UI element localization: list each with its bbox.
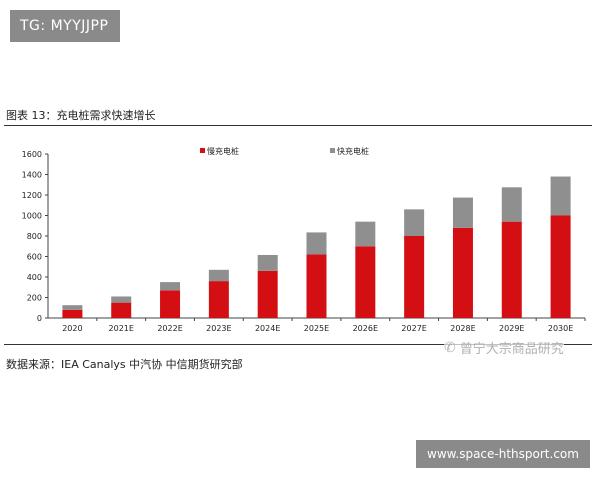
x-tick-label: 2027E: [401, 324, 426, 333]
legend-label: 慢充电桩: [207, 146, 239, 156]
legend-swatch: [330, 148, 335, 153]
wechat-watermark: ✆ 曾宁大宗商品研究: [444, 338, 564, 357]
x-tick-label: 2024E: [255, 324, 280, 333]
x-tick-label: 2023E: [206, 324, 231, 333]
x-tick-label: 2030E: [548, 324, 573, 333]
bar-fast-charge: [404, 209, 425, 236]
x-tick-label: 2021E: [109, 324, 134, 333]
bar-slow-charge: [404, 236, 425, 318]
figure-source: 数据来源：IEA Canalys 中汽协 中信期货研究部: [6, 358, 243, 371]
y-tick-label: 600: [27, 253, 42, 262]
chart-axes: 0 200 400 600 800 1000 1200 1400 1600 2020 2021E 20…: [22, 150, 586, 333]
bar-fast-charge: [160, 282, 181, 291]
bar-fast-charge: [257, 254, 278, 271]
y-tick-label: 1600: [22, 150, 42, 159]
bar-slow-charge: [452, 227, 473, 318]
bar-slow-charge: [208, 281, 229, 318]
tag-banner: TG: MYYJJPP: [10, 10, 120, 42]
bar-slow-charge: [257, 270, 278, 318]
y-tick-label: 200: [27, 294, 42, 303]
bar-slow-charge: [550, 215, 571, 318]
bar-slow-charge: [501, 221, 522, 318]
bar-slow-charge: [355, 246, 376, 318]
bar-slow-charge: [111, 302, 132, 318]
wechat-account: 曾宁大宗商品研究: [459, 342, 564, 357]
y-tick-label: 400: [27, 273, 42, 282]
bar-fast-charge: [452, 197, 473, 228]
x-tick-label: 2028E: [450, 324, 475, 333]
y-tick-label: 0: [37, 314, 42, 323]
bar-fast-charge: [306, 232, 327, 255]
bar-fast-charge: [208, 269, 229, 282]
x-tick-label: 2029E: [499, 324, 524, 333]
bar-fast-charge: [501, 187, 522, 222]
x-tick-label: 2026E: [353, 324, 378, 333]
bar-fast-charge: [550, 176, 571, 216]
bar-fast-charge: [62, 305, 83, 310]
site-url: www.space-hthsport.com: [427, 447, 579, 461]
bar-slow-charge: [160, 290, 181, 318]
bar-fast-charge: [355, 221, 376, 247]
chart-bars: [62, 176, 571, 318]
y-tick-label: 1000: [22, 212, 42, 221]
figure-title: 图表 13：充电桩需求快速增长: [6, 109, 156, 122]
x-tick-label: 2022E: [157, 324, 182, 333]
bar-slow-charge: [306, 254, 327, 318]
site-banner[interactable]: www.space-hthsport.com: [416, 440, 590, 468]
y-tick-label: 1400: [22, 171, 42, 180]
tag-text: TG: MYYJJPP: [20, 18, 109, 34]
wechat-icon: ✆: [444, 339, 456, 356]
y-tick-label: 1200: [22, 191, 42, 200]
legend-label: 快充电桩: [337, 146, 369, 156]
chart-legend: 慢充电桩 快充电桩: [200, 146, 369, 156]
x-tick-label: 2020: [62, 324, 82, 333]
y-tick-label: 800: [27, 232, 42, 241]
bar-slow-charge: [62, 309, 83, 318]
stacked-bar-chart: 慢充电桩 快充电桩 0 200 400 600 800 1000 1200 1400 1600 20…: [22, 146, 586, 333]
bar-fast-charge: [111, 296, 132, 303]
bottom-divider: [4, 344, 592, 345]
x-tick-label: 2025E: [304, 324, 329, 333]
legend-swatch: [200, 148, 205, 153]
top-divider: [4, 125, 592, 126]
